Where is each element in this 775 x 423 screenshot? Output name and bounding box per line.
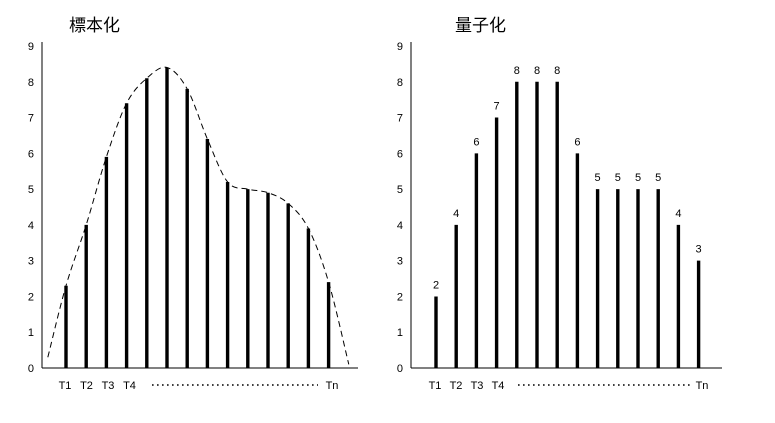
y-tick-label: 0 (397, 363, 403, 375)
data-label: 5 (635, 172, 641, 184)
x-tick-label: T1 (59, 380, 72, 392)
x-tick-label: T3 (102, 380, 115, 392)
y-tick-label: 5 (28, 184, 34, 196)
y-tick-label: 7 (28, 113, 34, 125)
x-tick-label: T3 (471, 380, 484, 392)
sampling-chart: 標本化 0 1 2 3 4 5 6 7 8 9 T1 T2 T3 T4 Tn (28, 16, 358, 392)
data-label: 6 (473, 136, 479, 148)
y-tick-label: 3 (28, 256, 34, 268)
y-tick-label: 0 (28, 363, 34, 375)
x-tick-label: T4 (123, 380, 136, 392)
sampling-chart-title: 標本化 (69, 16, 120, 36)
data-label: 7 (494, 101, 500, 113)
quantization-chart: 量子化 0 1 2 3 4 5 6 7 8 9 2 4 6 7 8 8 8 6 5 5 5 5 4 3 T1 T2 T3 T4 Tn (397, 16, 722, 392)
y-tick-label: 1 (28, 327, 34, 339)
data-label: 8 (554, 65, 560, 77)
y-tick-label: 5 (397, 184, 403, 196)
y-tick-label: 8 (397, 77, 403, 89)
y-tick-label: 7 (397, 113, 403, 125)
data-label: 8 (514, 65, 520, 77)
data-label: 2 (433, 279, 439, 291)
y-tick-label: 1 (397, 327, 403, 339)
data-label: 3 (696, 244, 702, 256)
y-tick-label: 2 (397, 291, 403, 303)
y-tick-label: 6 (397, 148, 403, 160)
data-label: 4 (453, 208, 459, 220)
data-label: 5 (655, 172, 661, 184)
data-label: 8 (534, 65, 540, 77)
y-tick-label: 9 (28, 41, 34, 53)
x-tick-label: T2 (450, 380, 463, 392)
y-tick-label: 8 (28, 77, 34, 89)
data-label: 6 (574, 136, 580, 148)
y-tick-label: 2 (28, 291, 34, 303)
quantization-chart-title: 量子化 (455, 16, 506, 36)
x-tick-label: T4 (492, 380, 505, 392)
x-tick-label: Tn (326, 380, 339, 392)
data-label: 5 (595, 172, 601, 184)
x-tick-label: T2 (80, 380, 93, 392)
y-tick-label: 9 (397, 41, 403, 53)
y-tick-label: 4 (28, 220, 34, 232)
x-tick-label: Tn (696, 380, 709, 392)
envelope-curve (47, 66, 350, 365)
data-label: 4 (675, 208, 681, 220)
y-tick-label: 6 (28, 148, 34, 160)
x-tick-label: T1 (429, 380, 442, 392)
y-tick-label: 3 (397, 256, 403, 268)
y-tick-label: 4 (397, 220, 403, 232)
data-label: 5 (615, 172, 621, 184)
